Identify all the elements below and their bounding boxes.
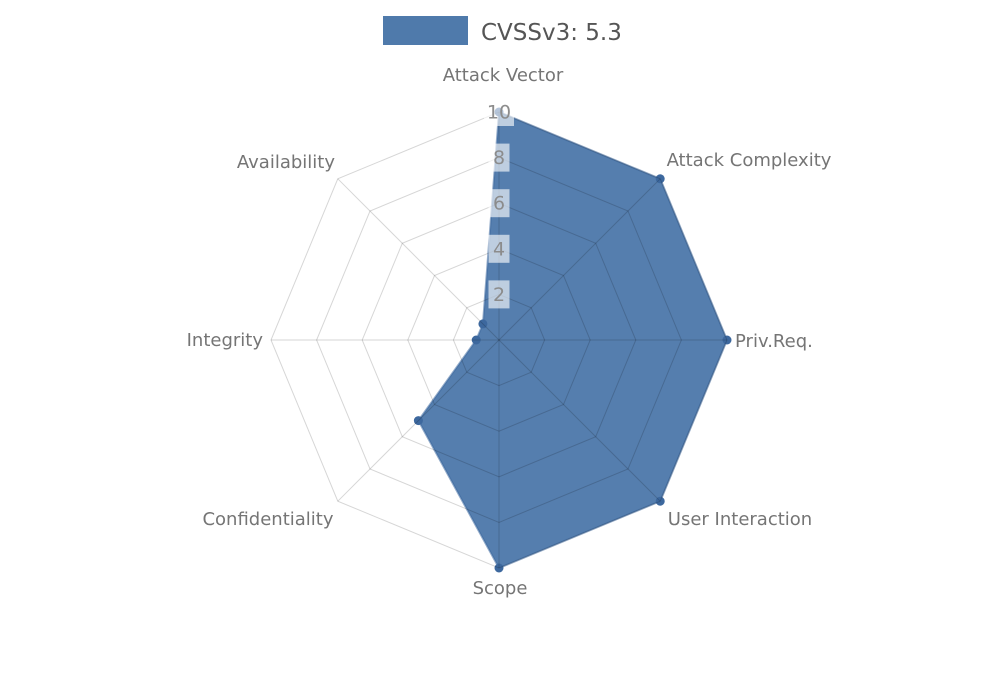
vertex-marker-integrity — [471, 335, 481, 345]
radial-tick-bg — [488, 143, 510, 172]
axis-label-attack-complexity: Attack Complexity — [667, 150, 832, 171]
grid-ring-2 — [452, 293, 546, 387]
radial-tick-bg — [488, 234, 510, 263]
radial-tick-label: 10 — [487, 102, 511, 124]
legend-swatch — [383, 16, 468, 45]
axis-label-integrity: Integrity — [187, 330, 264, 351]
radial-tick-label: 2 — [493, 284, 505, 306]
axis-label-user-interaction: User Interaction — [668, 509, 812, 530]
vertex-marker-confidentiality — [413, 416, 423, 426]
axis-label-scope: Scope — [473, 578, 528, 599]
grid-spoke-attack-complexity — [498, 178, 661, 341]
vertex-marker-user-interaction — [655, 496, 665, 506]
axis-label-availability: Availability — [237, 152, 335, 173]
axis-label-attack-vector: Attack Vector — [443, 65, 564, 86]
radial-tick-bg — [484, 98, 514, 126]
radial-tick-label: 6 — [493, 193, 505, 215]
vertex-marker-priv-req — [722, 335, 732, 345]
legend: CVSSv3: 5.3 — [383, 16, 622, 46]
vertex-marker-attack-complexity — [655, 174, 665, 184]
grid-spoke-user-interaction — [498, 339, 661, 502]
radial-tick-bg — [488, 280, 510, 309]
radial-tick-label: 4 — [493, 238, 505, 260]
vertex-marker-availability — [478, 319, 488, 329]
grid-spoke-confidentiality — [337, 339, 500, 502]
grid-spoke-availability — [337, 178, 500, 341]
grid-ring-8 — [316, 157, 682, 523]
axis-label-confidentiality: Confidentiality — [202, 509, 333, 530]
legend-label: CVSSv3: 5.3 — [481, 20, 622, 46]
grid-ring-6 — [361, 202, 637, 478]
radial-tick-label: 8 — [493, 147, 505, 169]
vertex-marker-scope — [494, 563, 504, 573]
axis-label-priv-req: Priv.Req. — [735, 331, 813, 352]
grid-ring-4 — [407, 248, 591, 432]
grid-ring-10 — [270, 111, 728, 569]
radial-tick-bg — [488, 189, 510, 218]
grid-web — [270, 111, 728, 569]
